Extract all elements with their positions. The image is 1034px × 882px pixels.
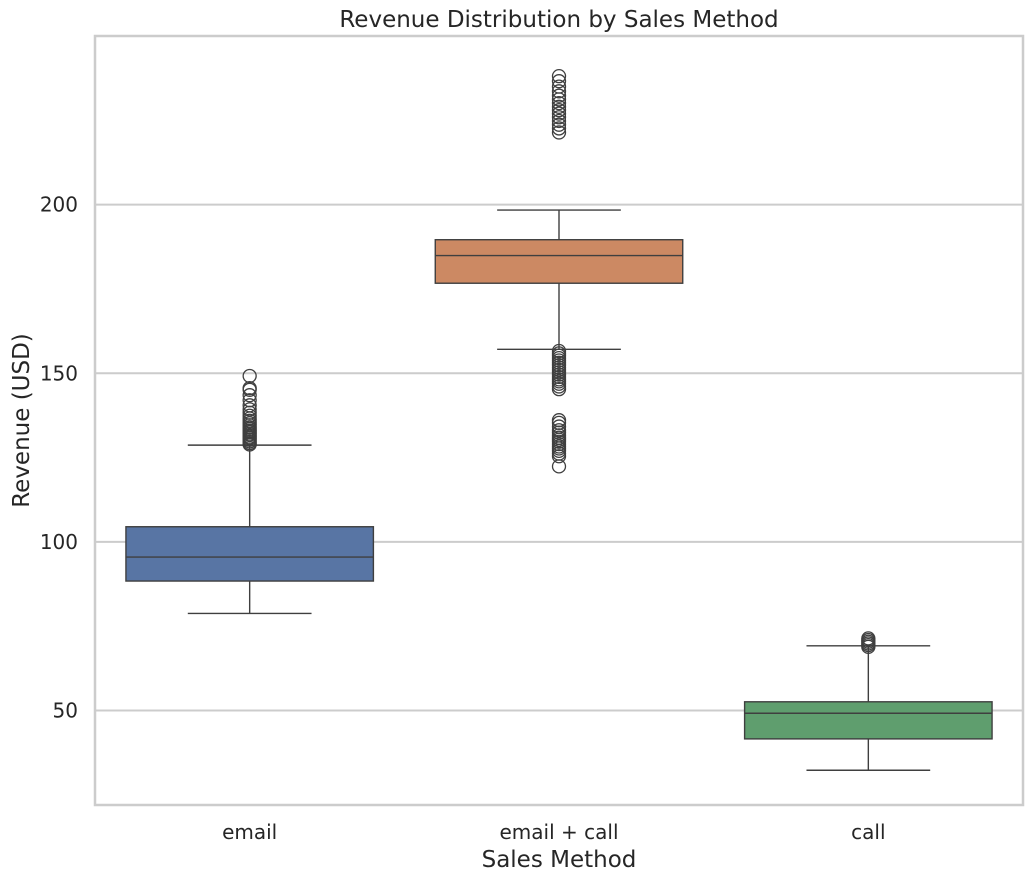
outlier-point [551, 423, 567, 438]
outlier-point [551, 95, 567, 111]
outlier-point [551, 113, 567, 129]
box-group [125, 368, 375, 615]
outlier-point [551, 459, 567, 474]
x-axis-title: Sales Method [482, 847, 637, 873]
outlier-point [242, 408, 257, 423]
outlier-point [861, 631, 876, 646]
outlier-point [242, 398, 257, 413]
y-tick-label: 50 [53, 699, 78, 723]
outlier-point [551, 74, 567, 89]
iqr-box [125, 526, 375, 582]
outlier-point [242, 393, 257, 408]
x-tick-label: email [222, 820, 277, 844]
outlier-point [551, 343, 567, 359]
iqr-box [434, 239, 684, 284]
outlier-point [242, 368, 257, 384]
x-tick-label: call [851, 820, 885, 844]
box-group [743, 631, 993, 771]
box-group [434, 68, 684, 474]
outlier-point [242, 402, 257, 417]
x-tick-label: email + call [500, 820, 619, 844]
y-tick-label: 100 [40, 530, 78, 554]
outlier-point [551, 117, 567, 132]
y-tick-label: 200 [40, 193, 78, 217]
outlier-point [551, 79, 567, 94]
outlier-point [551, 106, 567, 121]
x-tick-labels: email email + call call [222, 820, 885, 844]
outlier-point [551, 88, 567, 103]
outlier-point [551, 125, 567, 140]
outlier-point [551, 103, 567, 118]
outlier-point [551, 110, 567, 125]
boxes [125, 68, 993, 771]
outlier-point [242, 388, 257, 403]
outlier-point [551, 413, 567, 428]
y-axis-title: Revenue (USD) [9, 333, 35, 508]
y-tick-labels: 50 100 150 200 [40, 193, 78, 723]
y-tick-label: 150 [40, 361, 78, 385]
outlier-point [551, 84, 567, 99]
outlier-point [551, 121, 567, 136]
outlier-point [242, 380, 257, 396]
plot-frame [93, 34, 1025, 807]
outlier-point [551, 68, 567, 84]
outlier-point [551, 99, 567, 114]
outlier-point [551, 419, 567, 434]
chart-title: Revenue Distribution by Sales Method [339, 7, 778, 33]
iqr-box [743, 701, 993, 740]
